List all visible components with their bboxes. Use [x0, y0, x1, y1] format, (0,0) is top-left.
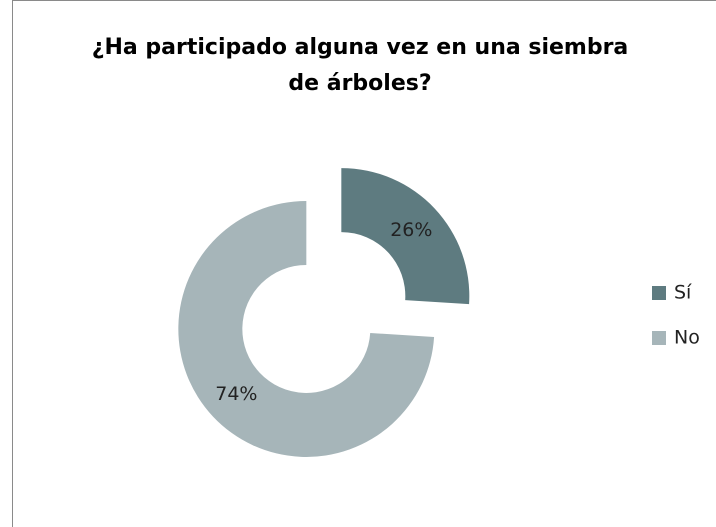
legend-label: No	[674, 327, 700, 349]
donut-segment	[178, 200, 435, 457]
data-label: 26%	[390, 219, 432, 241]
legend-swatch	[652, 286, 666, 300]
legend-label: Sí	[674, 282, 692, 304]
data-label: 74%	[215, 383, 257, 405]
chart-border	[12, 0, 716, 527]
legend-swatch	[652, 331, 666, 345]
chart-title: ¿Ha participado alguna vez en una siembr…	[91, 35, 629, 96]
donut-segment	[341, 168, 470, 305]
